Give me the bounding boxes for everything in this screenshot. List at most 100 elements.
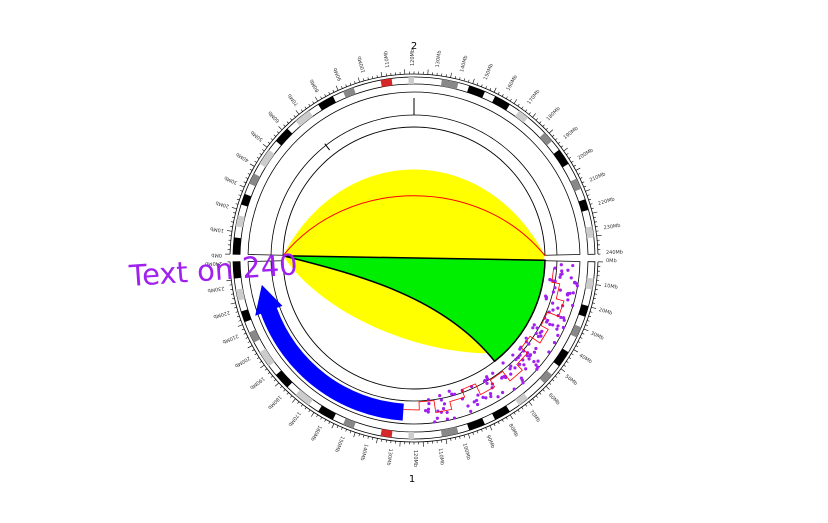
tick-mark xyxy=(262,144,268,148)
tick-mark xyxy=(243,332,247,335)
scatter-point xyxy=(511,353,515,357)
tick-mark xyxy=(575,345,579,348)
scatter-point xyxy=(508,367,512,371)
cytoband xyxy=(553,348,569,367)
scatter-point xyxy=(453,392,457,396)
tick-mark xyxy=(363,78,365,81)
tick-mark xyxy=(555,138,558,141)
scatter-point xyxy=(501,390,505,395)
tick-mark xyxy=(593,298,597,300)
scatter-point xyxy=(528,353,533,357)
scatter-point xyxy=(535,367,539,371)
tick-mark xyxy=(548,129,554,134)
tick-mark xyxy=(489,87,492,91)
tick-mark xyxy=(270,375,273,378)
tick-mark xyxy=(267,141,271,144)
tick-mark xyxy=(230,302,236,305)
tick-mark xyxy=(591,207,594,210)
tick-label: 0Mb xyxy=(211,252,222,258)
tick-mark xyxy=(286,392,289,395)
tick-mark xyxy=(585,189,591,192)
cytoband xyxy=(249,329,261,343)
tick-mark xyxy=(345,429,347,432)
tick-label: 50Mb xyxy=(250,129,265,142)
cytoband xyxy=(492,405,510,420)
scatter-point xyxy=(433,420,437,424)
tick-mark xyxy=(290,395,293,398)
tick-mark xyxy=(320,417,323,420)
tick-mark xyxy=(571,160,574,163)
scatter-point xyxy=(551,301,555,305)
scatter-point xyxy=(438,394,442,398)
tick-mark xyxy=(297,401,300,404)
tick-mark xyxy=(357,77,360,83)
tick-label: 110Mb xyxy=(383,50,391,68)
tick-mark xyxy=(231,207,237,210)
tick-mark xyxy=(237,324,243,327)
cytoband xyxy=(275,128,293,146)
tick-mark xyxy=(259,153,262,155)
tick-mark xyxy=(372,437,374,440)
tick-mark xyxy=(459,77,461,80)
tick-mark xyxy=(593,216,597,218)
cytoband xyxy=(539,132,553,146)
tick-mark xyxy=(560,368,566,372)
blue-arrow-track xyxy=(255,284,404,421)
tick-mark xyxy=(577,341,581,343)
scatter-point xyxy=(445,410,449,415)
track-border xyxy=(247,91,581,255)
scatter-point xyxy=(469,409,473,413)
scatter-point xyxy=(500,375,504,379)
cytoband xyxy=(259,149,275,168)
tick-mark xyxy=(575,167,581,171)
tick-label: 220Mb xyxy=(597,197,615,207)
scatter-point xyxy=(553,279,557,283)
scatter-point xyxy=(509,372,513,376)
tick-mark xyxy=(240,190,243,192)
tick-label: 120Mb xyxy=(412,450,418,467)
tick-mark xyxy=(235,311,239,313)
tick-label: 30Mb xyxy=(223,174,238,185)
scatter-point xyxy=(441,407,446,411)
cytoband xyxy=(539,370,553,384)
scatter-point xyxy=(536,334,541,339)
red-step-line xyxy=(403,267,565,413)
tick-mark xyxy=(591,306,597,309)
tick-mark xyxy=(372,76,374,79)
tick-label: 30Mb xyxy=(589,331,604,342)
cytoband xyxy=(241,309,252,323)
scatter-point xyxy=(481,395,485,399)
scatter-point xyxy=(566,298,570,302)
tick-mark xyxy=(270,138,273,141)
tick-label: 0Mb xyxy=(606,258,617,264)
cytoband xyxy=(578,304,589,317)
scatter-point xyxy=(555,327,559,331)
scatter-point xyxy=(485,381,489,386)
tick-mark xyxy=(589,203,593,205)
tick-mark xyxy=(481,84,483,87)
tick-mark xyxy=(235,203,239,205)
tick-mark xyxy=(545,385,550,390)
tick-mark xyxy=(341,86,343,89)
tick-mark xyxy=(585,324,588,326)
tick-mark xyxy=(245,337,249,339)
tick-mark xyxy=(300,404,303,407)
tick-mark xyxy=(568,156,572,159)
scatter-point xyxy=(442,402,447,406)
tick-label: 90Mb xyxy=(485,434,496,449)
scatter-point xyxy=(539,334,543,338)
cytoband xyxy=(233,261,242,279)
scatter-point xyxy=(474,398,479,403)
cytoband xyxy=(585,226,594,239)
inner-track-circle xyxy=(282,126,546,256)
scatter-point xyxy=(476,393,480,397)
scatter-point xyxy=(532,350,537,354)
tick-mark xyxy=(278,126,283,131)
tick-mark xyxy=(363,435,365,438)
tick-mark xyxy=(563,364,566,367)
tick-mark xyxy=(256,357,260,360)
cytoband xyxy=(515,393,529,406)
tick-mark xyxy=(259,361,262,363)
tick-mark xyxy=(596,234,602,237)
scatter-point xyxy=(560,269,564,273)
